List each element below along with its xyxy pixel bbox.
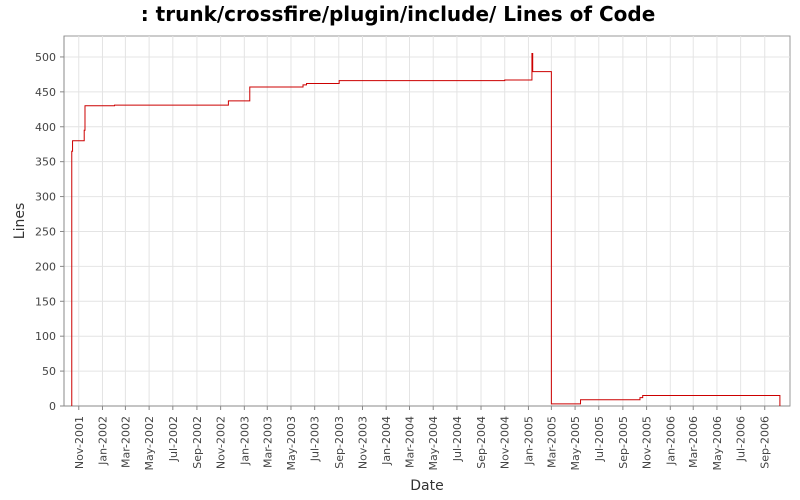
y-tick-label: 250	[35, 225, 56, 238]
x-tick-label: Nov-2005	[641, 416, 654, 469]
x-tick-label: Mar-2004	[404, 416, 417, 468]
x-tick-label: Jan-2003	[238, 416, 251, 466]
chart-title: : trunk/crossfire/plugin/include/ Lines …	[141, 2, 656, 26]
y-tick-label: 300	[35, 191, 56, 204]
x-tick-label: Sep-2003	[333, 416, 346, 469]
y-axis-ticks: 0 50 100 150 200 250 300 350 400 450 500	[35, 51, 64, 413]
y-tick-label: 450	[35, 86, 56, 99]
y-tick-label: 200	[35, 260, 56, 273]
y-axis-title: Lines	[12, 203, 28, 239]
x-tick-label: Nov-2004	[499, 416, 512, 469]
x-tick-label: Nov-2001	[73, 416, 86, 469]
x-tick-label: Mar-2003	[261, 416, 274, 468]
lines-of-code-series-line	[71, 52, 781, 406]
x-tick-label: Nov-2002	[215, 416, 228, 469]
y-tick-label: 500	[35, 51, 56, 64]
x-tick-label: Sep-2004	[475, 416, 488, 469]
y-tick-label: 400	[35, 121, 56, 134]
x-tick-label: Jul-2002	[167, 416, 180, 462]
y-tick-label: 150	[35, 295, 56, 308]
x-axis-title: Date	[410, 478, 443, 494]
x-tick-label: Sep-2005	[617, 416, 630, 469]
series-group	[71, 52, 781, 406]
x-axis-ticks: Nov-2001 Jan-2002 Mar-2002 May-2002 Jul-2002…	[73, 406, 772, 471]
x-tick-label: Jul-2004	[451, 416, 464, 462]
axes	[63, 36, 790, 407]
x-tick-label: May-2003	[285, 416, 298, 471]
x-tick-label: Jan-2005	[522, 416, 535, 466]
y-tick-label: 350	[35, 156, 56, 169]
x-tick-label: Jul-2003	[309, 416, 322, 462]
x-tick-label: Nov-2003	[356, 416, 369, 469]
x-tick-label: May-2006	[711, 416, 724, 471]
x-tick-label: Jan-2002	[96, 416, 109, 466]
grid-lines	[64, 36, 790, 406]
x-tick-label: Mar-2006	[687, 416, 700, 468]
x-tick-label: May-2002	[143, 416, 156, 471]
x-tick-label: Mar-2002	[119, 416, 132, 468]
x-tick-label: May-2004	[427, 416, 440, 471]
x-tick-label: Jul-2006	[735, 416, 748, 462]
x-tick-label: Sep-2006	[759, 416, 772, 469]
y-tick-label: 0	[49, 400, 56, 413]
x-tick-label: Sep-2002	[191, 416, 204, 469]
x-tick-label: Jan-2006	[664, 416, 677, 466]
x-tick-label: May-2005	[569, 416, 582, 471]
y-tick-label: 100	[35, 330, 56, 343]
y-tick-label: 50	[42, 365, 56, 378]
x-tick-label: Jan-2004	[380, 416, 393, 466]
plot-area	[63, 35, 791, 407]
x-tick-label: Jul-2005	[593, 416, 606, 462]
x-tick-label: Mar-2005	[545, 416, 558, 468]
